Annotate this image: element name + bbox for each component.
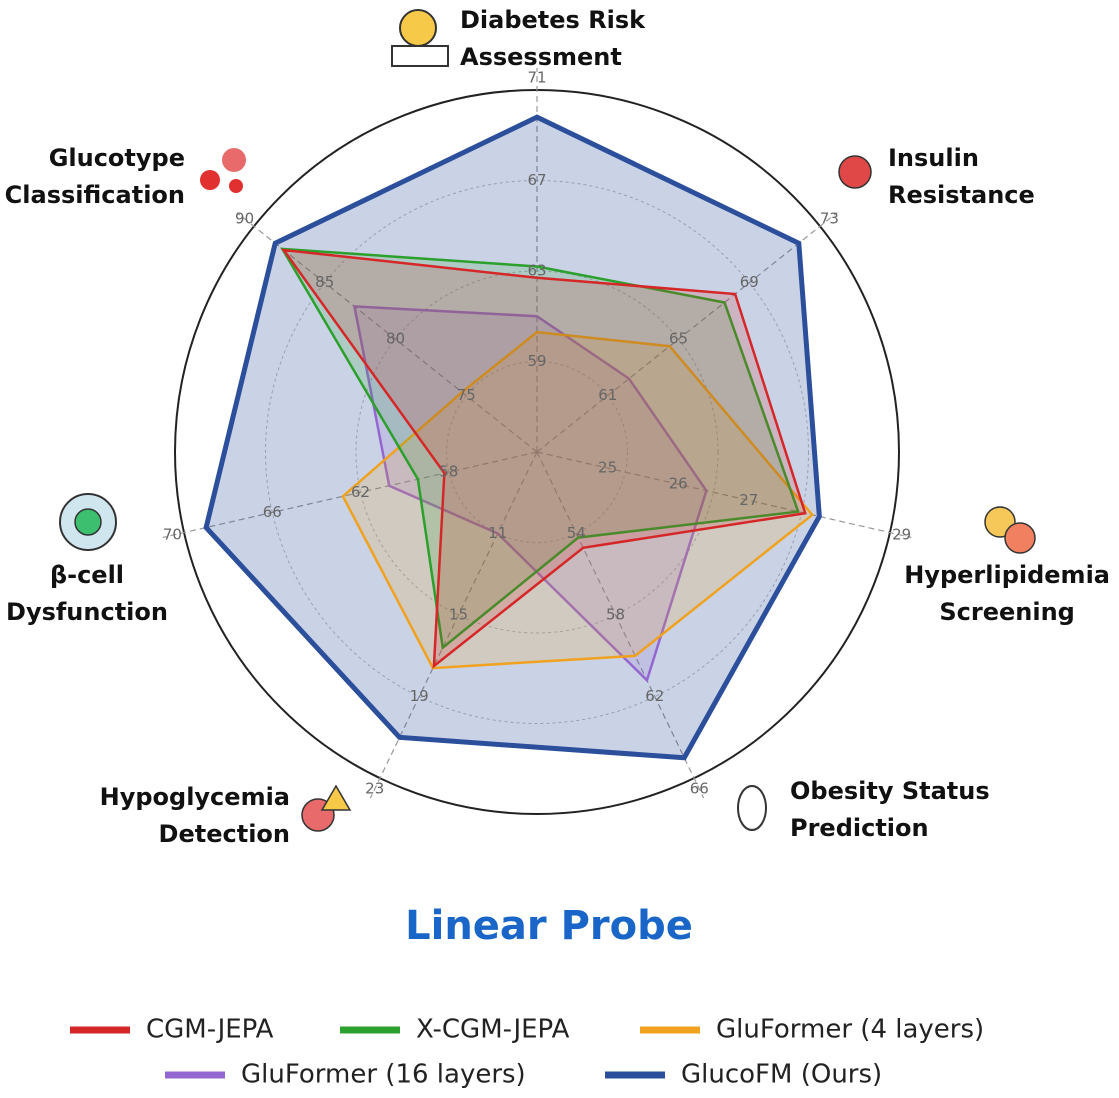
axis-line — [536, 451, 912, 539]
icon — [391, 45, 449, 67]
category-label: β-cell Dysfunction — [6, 561, 168, 626]
tick-label: 25 — [598, 459, 617, 477]
tick-label: 75 — [457, 386, 476, 404]
series-layer — [203, 114, 822, 761]
tick-label: 71 — [527, 69, 546, 87]
category-label: Hyperlipidemia Screening — [904, 561, 1110, 626]
icon — [838, 155, 872, 189]
legend-label: GlucoFM (Ours) — [681, 1060, 882, 1090]
grid — [162, 68, 912, 815]
category-label: Hypoglycemia Detection — [99, 783, 290, 848]
series-area — [352, 305, 708, 683]
tick-label: 58 — [439, 463, 458, 481]
category-label: Obesity Status Prediction — [790, 777, 990, 842]
tick-label: 62 — [351, 483, 370, 501]
axis-line — [536, 212, 838, 453]
category-label: Insulin Resistance — [888, 144, 1035, 209]
icon — [200, 170, 220, 190]
axis-line — [236, 212, 538, 453]
series-area — [281, 248, 807, 669]
tick-label: 23 — [365, 779, 384, 797]
tick-label: 27 — [739, 491, 758, 509]
axis-line — [369, 451, 538, 799]
legend-label: GluFormer (4 layers) — [716, 1015, 984, 1045]
series-area — [279, 247, 800, 651]
axis-line — [162, 451, 538, 539]
tick-label: 29 — [892, 526, 911, 544]
tick-label: 26 — [669, 475, 688, 493]
tick-label: 73 — [820, 209, 839, 227]
tick-label: 90 — [235, 209, 254, 227]
icon — [737, 785, 767, 831]
tick-label: 58 — [606, 606, 625, 624]
icon — [74, 508, 102, 536]
series-area — [341, 330, 815, 670]
tick-label: 70 — [163, 526, 182, 544]
icons — [59, 9, 1036, 832]
tick-label: 54 — [567, 524, 586, 542]
chart-title: Linear Probe — [405, 903, 693, 949]
tick-label: 69 — [740, 273, 759, 291]
icon — [1004, 522, 1036, 554]
legend-label: CGM-JEPA — [146, 1015, 274, 1045]
tick-label: 63 — [527, 262, 546, 280]
tick-label: 59 — [527, 352, 546, 370]
tick-label: 19 — [410, 687, 429, 705]
icon — [399, 9, 437, 47]
tick-label: 67 — [527, 171, 546, 189]
axis-line — [536, 451, 705, 799]
tick-label: 61 — [598, 386, 617, 404]
icon — [229, 179, 243, 193]
tick-label: 62 — [645, 687, 664, 705]
icon — [320, 784, 352, 811]
tick-label: 65 — [669, 330, 688, 348]
tick-label: 66 — [690, 779, 709, 797]
tick-label: 66 — [263, 503, 282, 521]
category-label: Glucotype Classification — [4, 144, 185, 209]
tick-label: 11 — [488, 524, 507, 542]
tick-label: 80 — [386, 330, 405, 348]
tick-label: 85 — [315, 273, 334, 291]
icon — [222, 148, 246, 172]
category-label: Diabetes Risk Assessment — [460, 6, 646, 71]
legend-label: X-CGM-JEPA — [416, 1015, 570, 1045]
legend-label: GluFormer (16 layers) — [241, 1060, 526, 1090]
tick-label: 15 — [449, 606, 468, 624]
grid-ring — [446, 361, 628, 543]
series-area — [203, 114, 822, 761]
